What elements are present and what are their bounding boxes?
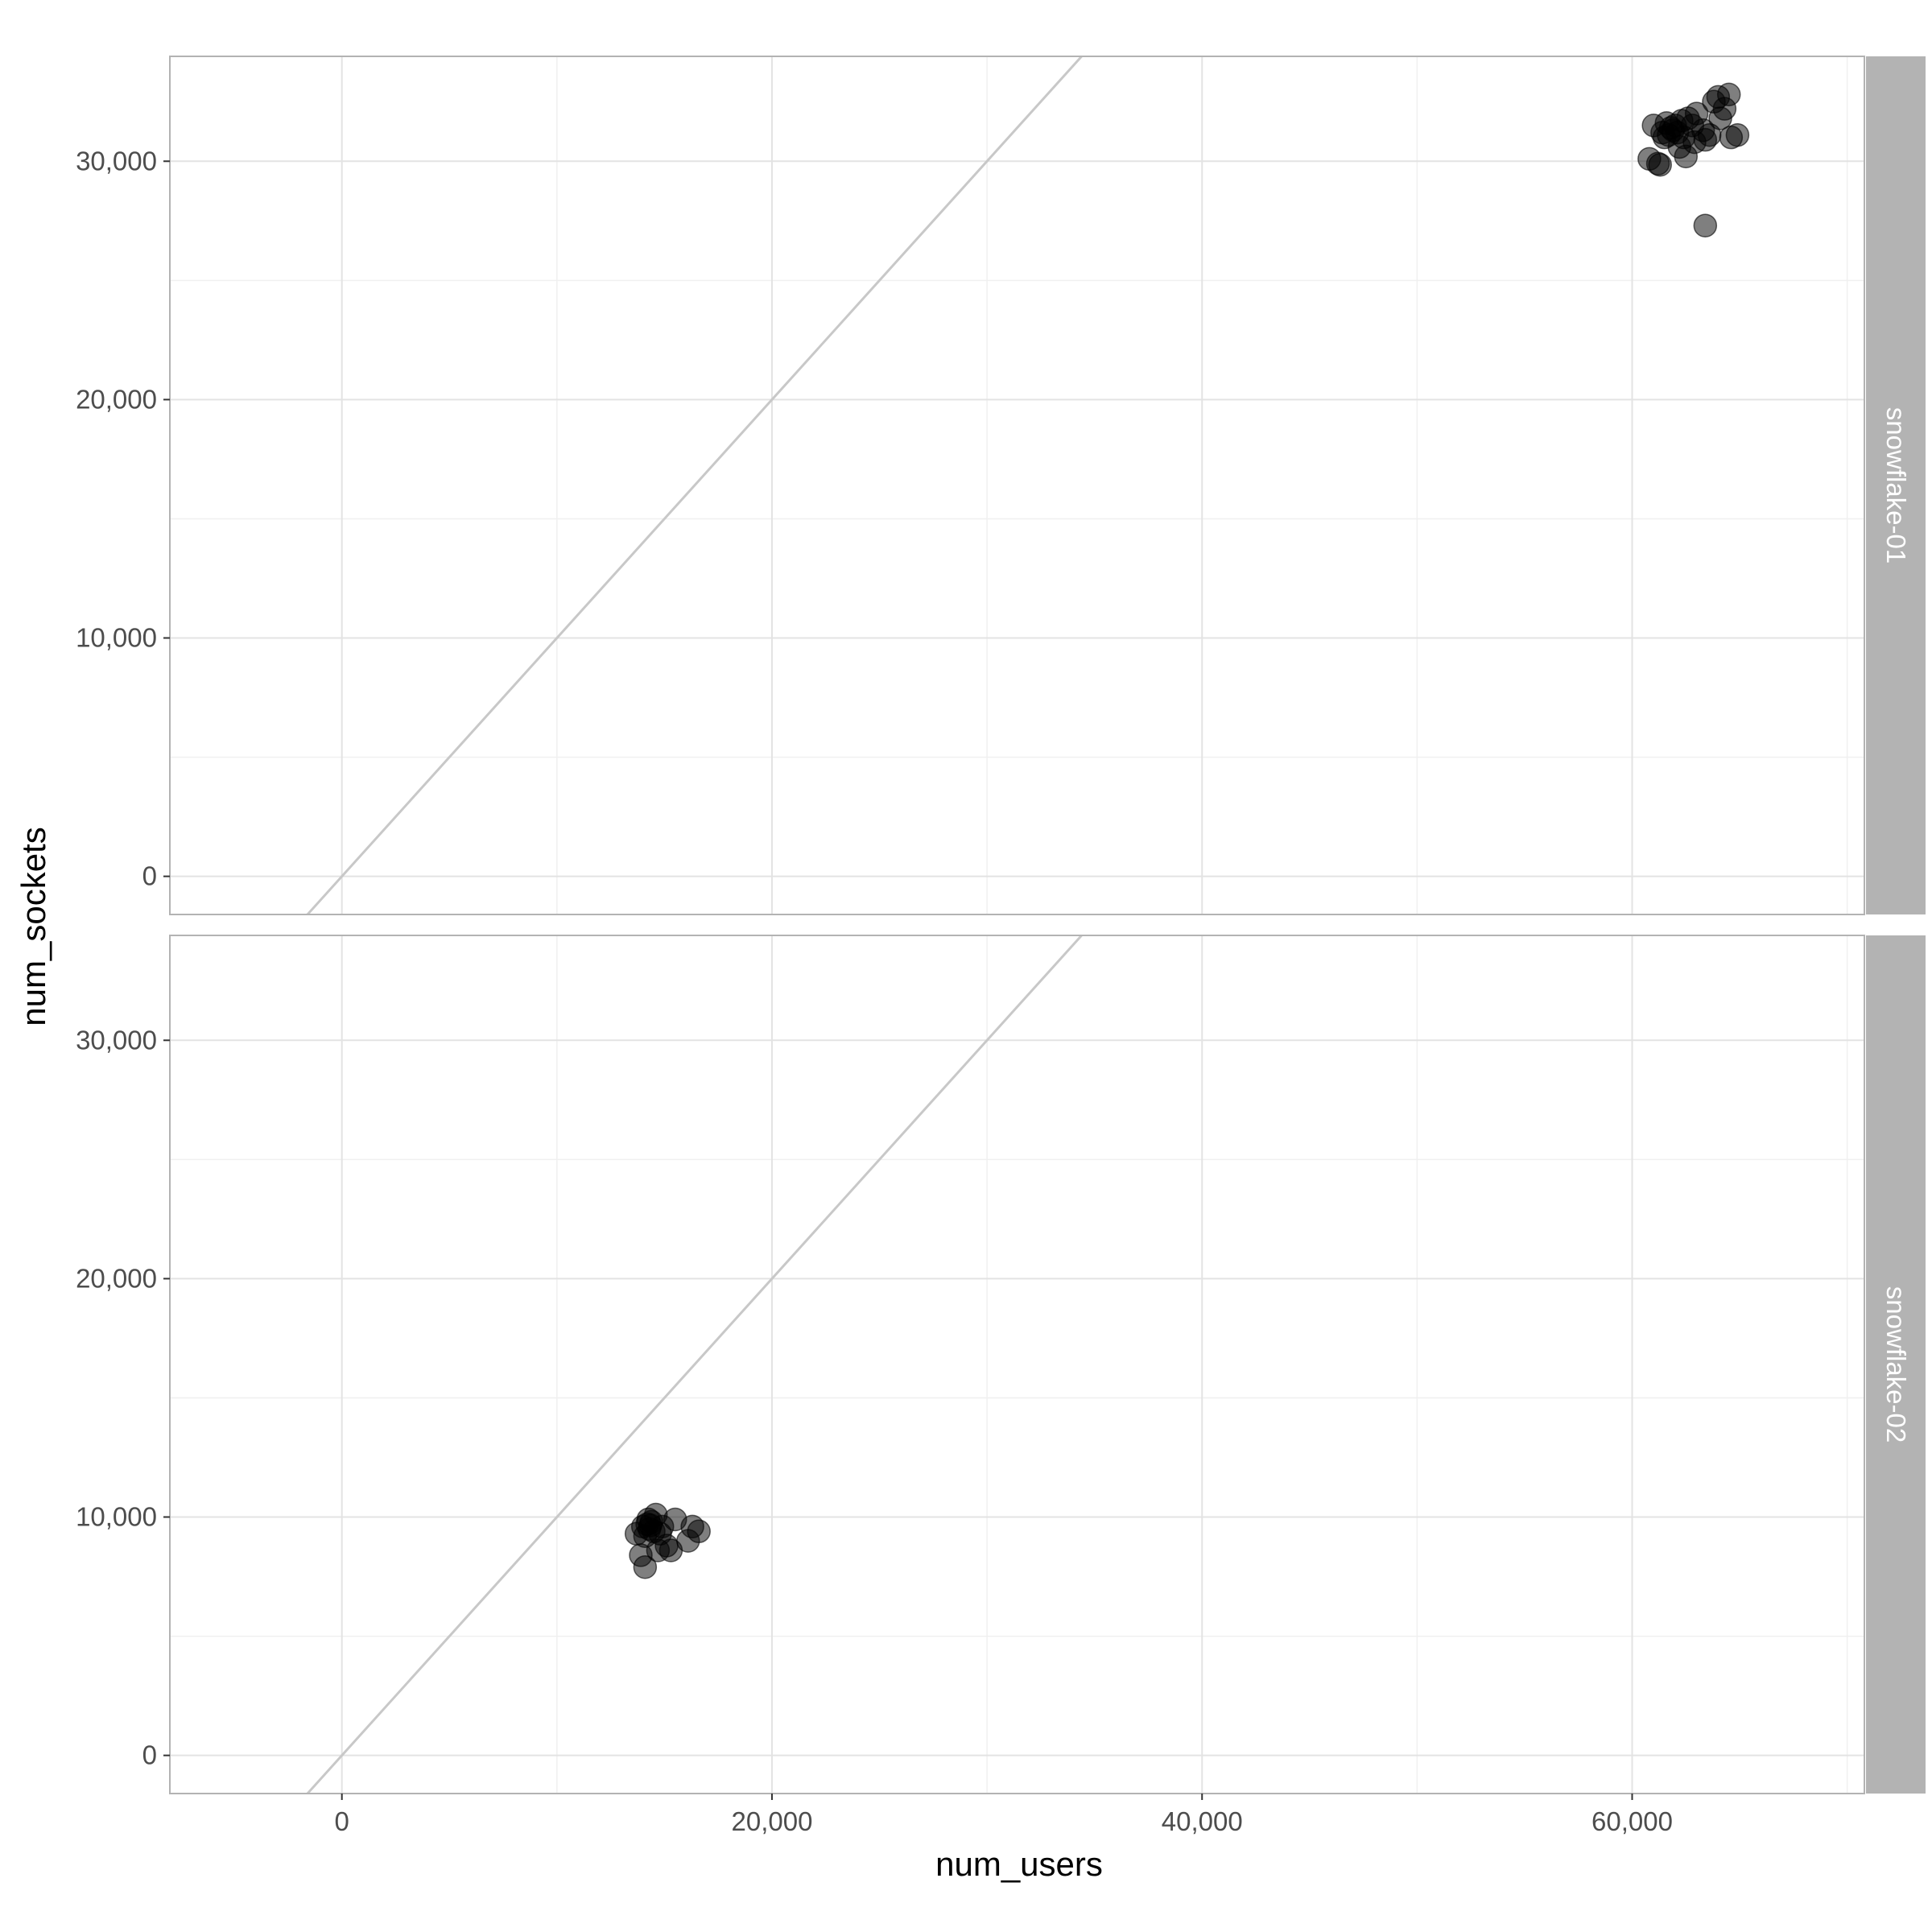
facet-panel-1: 0 10,000 20,000 30,000 snowflake-01 [76, 56, 1926, 915]
data-point [1648, 152, 1672, 177]
facet-panel-2: 0 10,000 20,000 30,000 snowflake-02 [76, 935, 1926, 1794]
facet-strip [1866, 56, 1926, 914]
data-point [687, 1519, 711, 1544]
x-tick-label: 0 [335, 1806, 349, 1836]
y-tick-label: 30,000 [76, 1025, 157, 1055]
facet-strip-label: snowflake-02 [1881, 1286, 1911, 1443]
y-tick-label: 0 [142, 861, 157, 891]
panel-border [169, 935, 1865, 1794]
data-point [1693, 213, 1718, 237]
data-point [1716, 82, 1741, 107]
y-tick-label: 30,000 [76, 146, 157, 175]
y-tick-label: 0 [142, 1740, 157, 1770]
panel-border [169, 56, 1865, 915]
x-tick-label: 40,000 [1162, 1806, 1243, 1836]
data-point [633, 1554, 658, 1579]
facet-strip [1866, 935, 1926, 1794]
y-tick-label: 20,000 [76, 384, 157, 414]
facet-panels: 0 10,000 20,000 30,000 snowflake-01 0 10,000 20… [76, 56, 1926, 1794]
y-axis-title: num_sockets [14, 827, 52, 1026]
y-tick-label: 10,000 [76, 623, 157, 653]
x-tick-label: 60,000 [1591, 1806, 1673, 1836]
x-axis: 0 20,000 40,000 60,000 [335, 1794, 1673, 1836]
panel-background [170, 56, 1864, 914]
panel-background [170, 935, 1864, 1794]
reference-line [305, 935, 1084, 1794]
x-axis-title: num_users [935, 1845, 1103, 1883]
y-tick-label: 20,000 [76, 1263, 157, 1293]
y-tick-label: 10,000 [76, 1502, 157, 1532]
data-point [1725, 122, 1750, 147]
data-point [638, 1513, 663, 1538]
x-tick-label: 20,000 [732, 1806, 813, 1836]
reference-line [305, 56, 1084, 914]
facet-strip-label: snowflake-01 [1881, 407, 1911, 564]
